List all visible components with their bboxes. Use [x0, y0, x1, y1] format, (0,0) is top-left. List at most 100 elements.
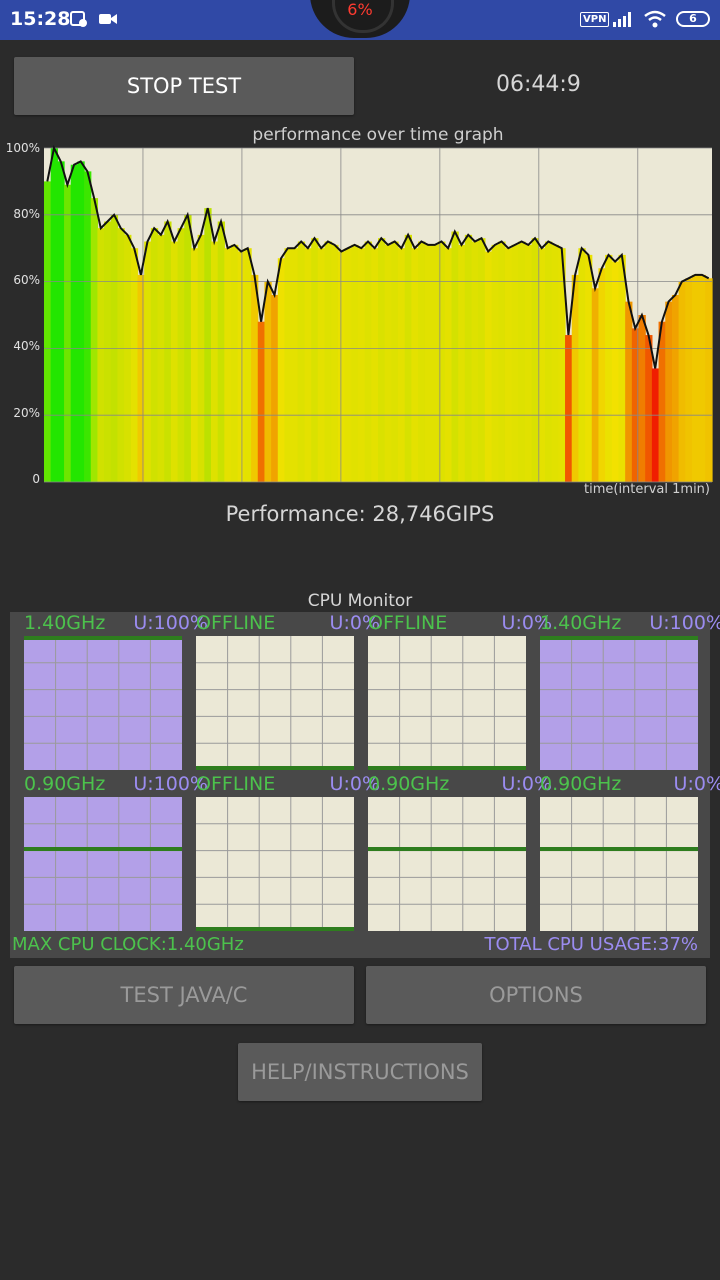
performance-bar — [378, 238, 386, 482]
cpu-core-label: 0.90GHz U:100% — [24, 773, 208, 795]
x-axis-label: time(interval 1min) — [584, 482, 710, 497]
performance-bar — [651, 368, 660, 482]
performance-bar — [398, 248, 406, 482]
performance-bar — [224, 248, 232, 482]
cpu-core-frequency: 1.40GHz — [24, 612, 106, 634]
cpu-core-usage: U:100% — [133, 773, 208, 795]
performance-bar — [297, 241, 306, 482]
stop-test-button[interactable]: STOP TEST — [14, 57, 354, 115]
cpu-core-7: 0.90GHz U:0% — [538, 773, 720, 933]
max-cpu-clock: MAX CPU CLOCK:1.40GHz — [12, 934, 244, 955]
cpu-core-0: 1.40GHz U:100% — [22, 612, 208, 772]
performance-bar — [671, 294, 680, 482]
performance-bar — [638, 315, 646, 482]
performance-bar — [591, 288, 600, 482]
performance-bar — [538, 248, 546, 482]
performance-bar — [705, 278, 713, 482]
battery-notch: 6% — [310, 0, 410, 38]
performance-bar — [50, 148, 58, 482]
performance-bar — [204, 208, 212, 482]
performance-bar — [565, 335, 573, 482]
performance-bar — [438, 241, 446, 482]
cpu-core-graph — [368, 797, 526, 931]
performance-bar — [518, 241, 526, 482]
y-tick-0: 0 — [32, 472, 40, 486]
performance-bar — [291, 248, 299, 482]
cpu-core-graph — [196, 636, 354, 770]
cpu-core-frequency: OFFLINE — [196, 773, 276, 795]
cpu-core-graph — [540, 797, 698, 931]
performance-bar — [551, 244, 559, 482]
cpu-core-frequency: OFFLINE — [196, 612, 276, 634]
performance-bar — [471, 241, 479, 482]
cpu-core-usage-fill — [24, 797, 182, 931]
performance-bar — [618, 254, 626, 482]
cpu-core-graph — [540, 636, 698, 770]
performance-bar — [418, 241, 426, 482]
cpu-core-label: OFFLINE U:0% — [368, 612, 552, 634]
performance-readout: Performance: 28,746GIPS — [225, 502, 495, 526]
performance-bar — [531, 238, 539, 482]
options-button[interactable]: OPTIONS — [366, 966, 706, 1024]
performance-bar — [324, 241, 332, 482]
performance-bar — [404, 234, 412, 482]
performance-bar — [344, 248, 352, 482]
performance-bar — [104, 221, 112, 482]
elapsed-timer: 06:44:9 — [496, 72, 581, 97]
cpu-core-usage: U:0% — [501, 612, 552, 634]
performance-bar — [190, 248, 199, 482]
cpu-core-3: 1.40GHz U:100% — [538, 612, 720, 772]
performance-bar — [605, 254, 613, 482]
performance-bar — [451, 231, 459, 482]
performance-bar — [90, 198, 99, 482]
battery-icon: 6 — [676, 11, 710, 27]
performance-bar — [364, 241, 372, 482]
performance-bar — [491, 244, 499, 482]
performance-bar — [84, 171, 92, 482]
performance-bar — [498, 241, 506, 482]
performance-bar — [504, 248, 513, 482]
performance-bar — [685, 278, 693, 482]
performance-bar — [558, 248, 566, 482]
y-tick-100: 100% — [5, 141, 40, 155]
performance-bar — [484, 251, 493, 482]
performance-bar — [458, 244, 466, 482]
cpu-core-usage: U:0% — [673, 773, 720, 795]
performance-bar — [311, 238, 319, 482]
cpu-core-frequency: 0.90GHz — [540, 773, 622, 795]
performance-bar — [317, 248, 326, 482]
cpu-core-frequency: 0.90GHz — [24, 773, 106, 795]
performance-bar — [431, 244, 439, 482]
status-bar: 15:28 6% VPN 6 — [0, 0, 720, 40]
performance-bar — [571, 274, 579, 482]
performance-bar — [464, 234, 473, 482]
performance-bar — [371, 248, 379, 482]
performance-bar — [137, 274, 145, 482]
y-tick-80: 80% — [13, 207, 40, 221]
cpu-core-5: OFFLINE U:0% — [194, 773, 380, 933]
help-instructions-button[interactable]: HELP/INSTRUCTIONS — [238, 1043, 482, 1101]
performance-bar — [524, 244, 533, 482]
performance-bar — [164, 221, 172, 482]
graph-canvas — [44, 144, 713, 483]
performance-bar — [150, 228, 159, 482]
cpu-core-6: 0.90GHz U:0% — [366, 773, 552, 933]
performance-bar — [391, 241, 399, 482]
performance-bar — [44, 181, 52, 482]
performance-bar — [64, 184, 72, 483]
performance-bar — [357, 248, 366, 482]
performance-bar — [70, 164, 78, 482]
cpu-monitor-title: CPU Monitor — [307, 591, 413, 611]
graph-title: performance over time graph — [252, 125, 504, 145]
test-java-button[interactable]: TEST JAVA/C — [14, 966, 354, 1024]
performance-bar — [304, 248, 312, 482]
performance-bar — [244, 248, 252, 482]
performance-bar — [625, 301, 633, 482]
video-camera-icon — [99, 14, 117, 24]
y-tick-40: 40% — [13, 339, 40, 353]
performance-bar — [631, 328, 640, 482]
performance-bar — [444, 248, 453, 482]
battery-percent: 6% — [347, 0, 373, 19]
performance-bar — [665, 301, 673, 482]
cpu-core-usage: U:100% — [649, 612, 720, 634]
